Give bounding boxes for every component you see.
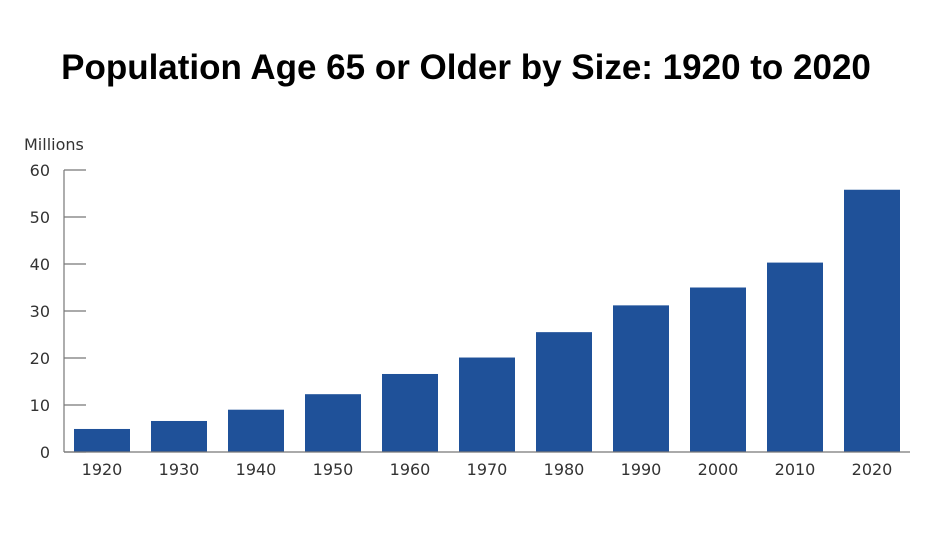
bar-1940: [228, 409, 284, 452]
bar-1920: [74, 428, 130, 452]
y-axis: 0 10 20 30 40 50 60: [30, 161, 86, 462]
bar-1950: [305, 394, 361, 452]
y-tick-label: 50: [30, 208, 50, 227]
x-tick-label: 1980: [544, 460, 585, 479]
x-tick-label: 2010: [775, 460, 816, 479]
bar-2020: [844, 189, 900, 453]
bar-1930: [151, 420, 207, 452]
x-tick-label: 1990: [621, 460, 662, 479]
x-tick-label: 1960: [390, 460, 431, 479]
chart-title: Population Age 65 or Older by Size: 1920…: [61, 48, 871, 87]
bar-1960: [382, 373, 438, 452]
bar-2000: [690, 287, 746, 452]
bar-2010: [767, 262, 823, 452]
bars: [74, 189, 900, 453]
x-axis: 1920 1930 1940 1950 1960 1970 1980 1990 2000 2010…: [64, 451, 910, 479]
y-tick-label: 40: [30, 255, 50, 274]
y-tick-label: 60: [30, 161, 50, 180]
y-axis-unit-label: Millions: [24, 135, 84, 154]
bar-1970: [459, 357, 515, 452]
x-tick-label: 2020: [852, 460, 893, 479]
y-tick-label: 10: [30, 396, 50, 415]
x-tick-label: 2000: [698, 460, 739, 479]
y-tick-label: 30: [30, 302, 50, 321]
x-tick-label: 1930: [159, 460, 200, 479]
x-tick-label: 1920: [82, 460, 123, 479]
bar-1980: [536, 332, 592, 452]
y-tick-label: 20: [30, 349, 50, 368]
bar-1990: [613, 305, 669, 452]
x-tick-label: 1970: [467, 460, 508, 479]
x-tick-label: 1940: [236, 460, 277, 479]
y-tick-label: 0: [40, 443, 50, 462]
x-tick-label: 1950: [313, 460, 354, 479]
